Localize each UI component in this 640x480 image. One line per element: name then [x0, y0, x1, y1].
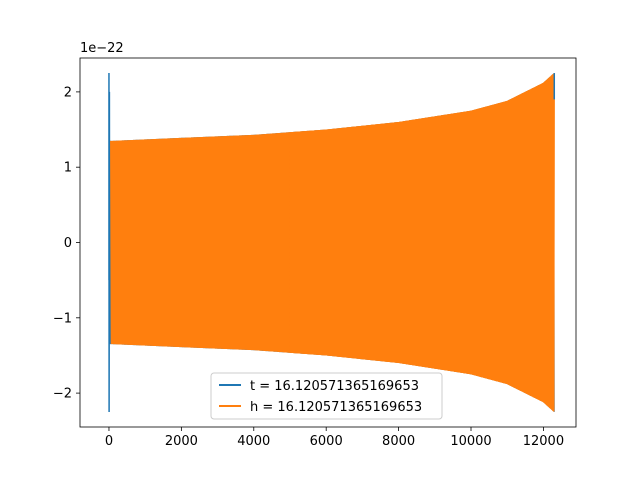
x-tick-label: 8000	[382, 434, 415, 449]
y-offset-text: 1e−22	[80, 41, 124, 56]
x-tick-label: 12000	[523, 434, 564, 449]
x-axis: 0 2000 4000 6000 8000 10000 12000	[105, 427, 564, 449]
x-tick-label: 0	[105, 434, 113, 449]
y-tick-label: −2	[53, 387, 72, 402]
y-tick-label: 1	[64, 161, 72, 176]
series-t-spike	[108, 73, 112, 412]
legend: t = 16.120571365169653 h = 16.12057136516…	[210, 372, 443, 420]
y-axis: −2 −1 0 1 2	[53, 85, 80, 402]
y-tick-label: 0	[64, 236, 72, 251]
y-tick-label: −1	[53, 311, 72, 326]
x-tick-label: 4000	[237, 434, 270, 449]
series-h-dense	[289, 73, 555, 412]
x-tick-label: 10000	[450, 434, 491, 449]
x-tick-label: 6000	[310, 434, 343, 449]
legend-label: h = 16.120571365169653	[250, 400, 422, 415]
x-tick-label: 2000	[165, 434, 198, 449]
legend-box	[210, 372, 443, 420]
series-layer	[108, 73, 556, 412]
legend-label: t = 16.120571365169653	[250, 379, 419, 394]
y-tick-label: 2	[64, 85, 72, 100]
